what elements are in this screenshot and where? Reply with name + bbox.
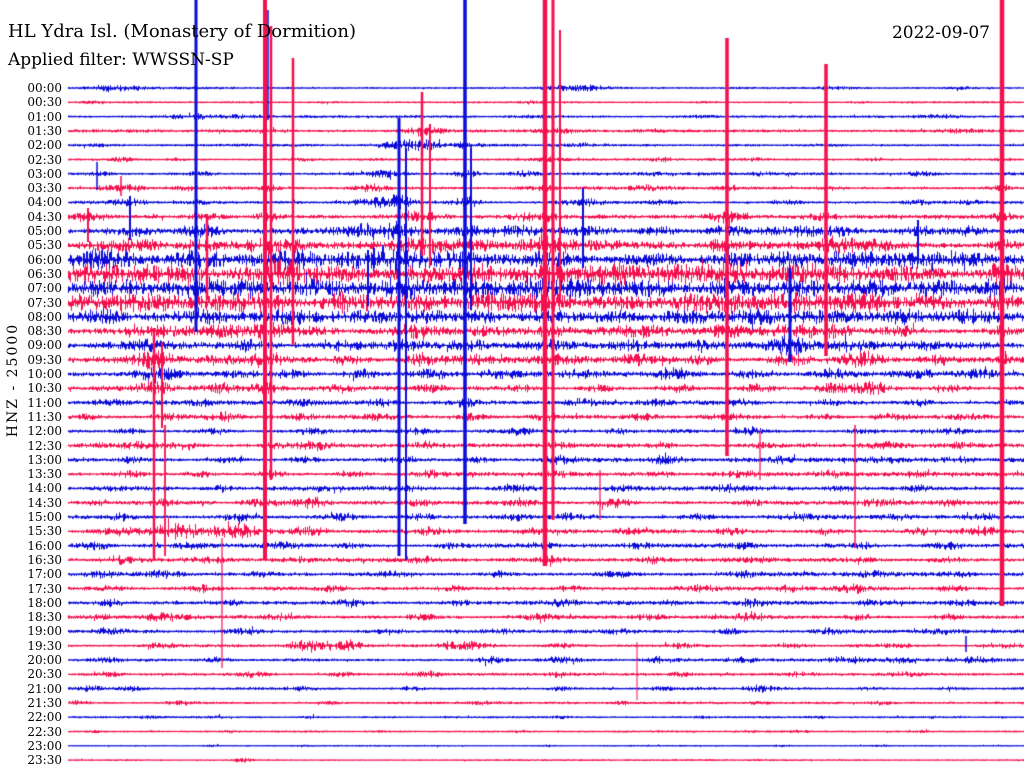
time-label: 12:30 (27, 438, 62, 453)
time-label: 05:30 (27, 238, 62, 253)
time-label: 08:30 (27, 324, 62, 339)
time-label: 10:00 (27, 367, 62, 381)
time-label: 15:00 (27, 510, 62, 524)
time-label: 13:30 (27, 467, 62, 482)
time-label: 18:00 (27, 595, 62, 610)
time-label: 00:30 (27, 95, 62, 110)
time-label: 18:30 (27, 610, 62, 625)
time-label: 14:00 (27, 481, 62, 496)
date-label: 2022-09-07 (891, 23, 990, 43)
applied-filter-label: Applied filter: WWSSN-SP (8, 50, 234, 70)
time-label: 09:30 (27, 352, 62, 367)
time-label: 12:00 (27, 424, 62, 439)
time-label: 19:00 (27, 624, 62, 639)
time-label: 02:30 (27, 152, 62, 167)
time-label: 03:30 (27, 181, 62, 196)
time-label: 19:30 (27, 638, 62, 653)
time-label: 04:00 (27, 195, 62, 210)
time-label: 02:00 (27, 138, 62, 153)
time-label: 06:00 (27, 252, 62, 267)
time-label: 22:30 (27, 724, 62, 739)
time-label: 04:30 (27, 209, 62, 224)
time-label: 16:30 (27, 552, 62, 567)
time-label: 16:00 (27, 538, 62, 553)
time-label: 11:00 (27, 395, 62, 410)
time-label: 09:00 (27, 338, 62, 353)
time-label: 10:30 (27, 381, 62, 396)
time-label: 20:00 (27, 653, 62, 667)
station-title: HL Ydra Isl. (Monastery of Dormition) (8, 21, 356, 42)
time-label: 06:30 (27, 266, 62, 281)
time-label: 00:00 (27, 81, 62, 95)
time-label: 17:30 (27, 581, 62, 596)
time-label: 13:00 (27, 452, 62, 467)
time-label: 14:30 (27, 495, 62, 510)
time-label: 01:00 (27, 109, 62, 124)
time-label: 21:30 (27, 695, 62, 710)
time-label: 01:30 (27, 123, 62, 138)
time-label: 20:30 (27, 667, 62, 682)
time-label: 08:00 (27, 309, 62, 324)
time-label: 22:00 (27, 710, 62, 725)
time-label: 07:00 (27, 281, 62, 296)
time-label: 11:30 (27, 409, 62, 424)
time-label: 21:00 (27, 681, 62, 696)
time-label: 15:30 (27, 524, 62, 539)
time-label: 17:00 (27, 567, 62, 582)
time-label: 05:00 (27, 224, 62, 238)
time-label: 23:30 (27, 753, 62, 768)
time-label: 23:00 (27, 738, 62, 753)
time-label: 07:30 (27, 295, 62, 310)
time-label: 03:00 (27, 166, 62, 181)
